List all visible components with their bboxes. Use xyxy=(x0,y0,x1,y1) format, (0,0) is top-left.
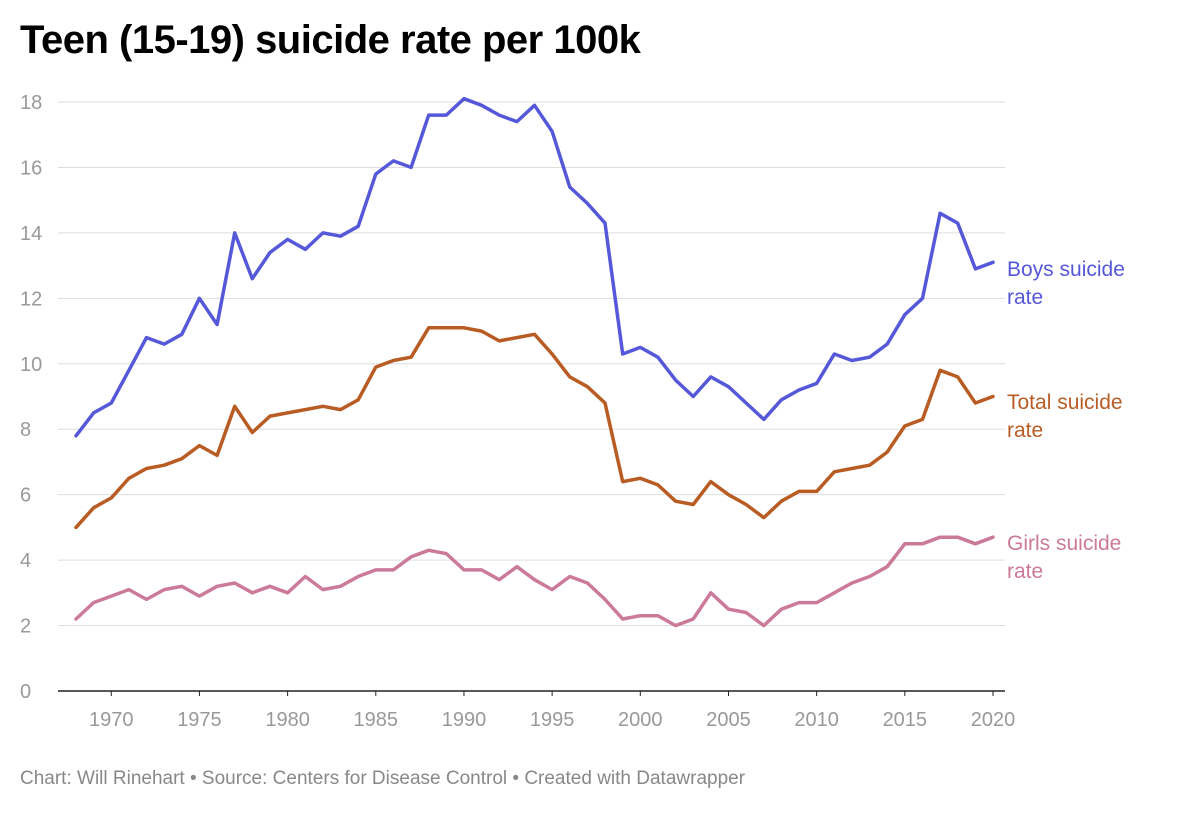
x-tick-label: 2010 xyxy=(794,709,839,731)
series-label-line: Boys suicide xyxy=(1007,258,1125,281)
chart-title: Teen (15-19) suicide rate per 100k xyxy=(20,18,641,62)
y-tick-label: 16 xyxy=(20,157,42,179)
x-tick-label: 1975 xyxy=(177,709,222,731)
x-tick-label: 1970 xyxy=(89,709,134,731)
series-line-boys xyxy=(74,96,995,438)
series-line-girls xyxy=(74,535,995,628)
series-lines xyxy=(74,96,995,628)
y-tick-label: 12 xyxy=(20,288,42,310)
y-tick-label: 6 xyxy=(20,485,31,507)
y-axis-ticks: 0 2 4 6 8 10 12 14 16 18 xyxy=(20,92,42,703)
x-tick-label: 1980 xyxy=(265,709,310,731)
y-tick-label: 14 xyxy=(20,223,42,245)
x-axis-ticks: 1970 1975 1980 1985 1990 1995 2000 2005 2010 2015… xyxy=(89,691,1015,731)
series-label-total: Total suicide rate xyxy=(1007,391,1123,442)
y-tick-label: 4 xyxy=(20,550,31,572)
y-tick-label: 8 xyxy=(20,419,31,441)
series-line-total xyxy=(74,326,995,530)
y-tick-label: 10 xyxy=(20,354,42,376)
y-tick-label: 18 xyxy=(20,92,42,114)
series-label-line: Girls suicide xyxy=(1007,532,1121,555)
series-label-line: rate xyxy=(1007,419,1043,442)
x-tick-label: 2000 xyxy=(618,709,663,731)
series-label-line: rate xyxy=(1007,560,1043,583)
x-tick-label: 2020 xyxy=(971,709,1016,731)
x-tick-label: 2015 xyxy=(883,709,928,731)
chart-footer: Chart: Will Rinehart • Source: Centers f… xyxy=(20,768,746,789)
x-tick-label: 1995 xyxy=(530,709,575,731)
series-label-line: rate xyxy=(1007,286,1043,309)
series-label-boys: Boys suicide rate xyxy=(1007,258,1125,309)
x-tick-label: 2005 xyxy=(706,709,751,731)
y-tick-label: 2 xyxy=(20,616,31,638)
series-label-girls: Girls suicide rate xyxy=(1007,532,1121,583)
y-tick-label: 0 xyxy=(20,681,31,703)
x-tick-label: 1990 xyxy=(442,709,487,731)
gridlines xyxy=(58,101,1005,692)
series-label-line: Total suicide xyxy=(1007,391,1123,414)
x-tick-label: 1985 xyxy=(354,709,399,731)
